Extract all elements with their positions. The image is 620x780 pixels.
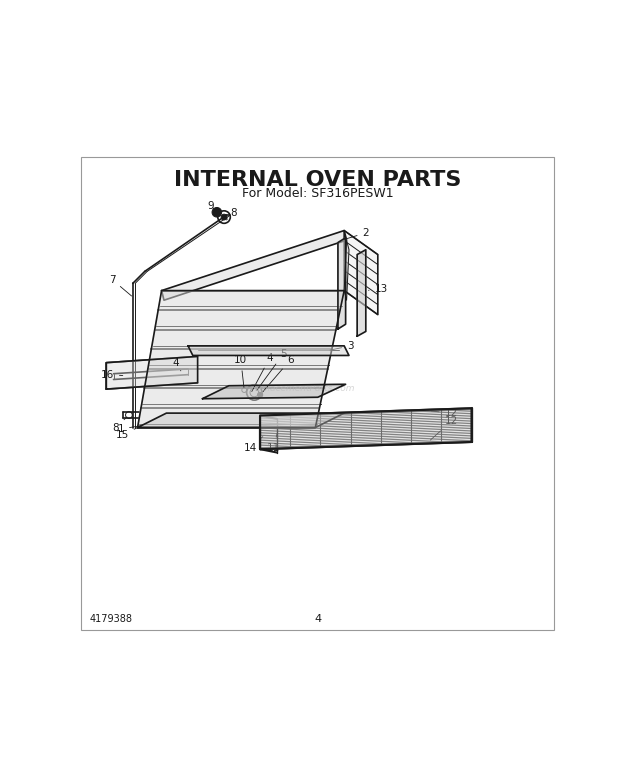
Polygon shape: [344, 240, 349, 300]
Text: INTERNAL OVEN PARTS: INTERNAL OVEN PARTS: [174, 170, 461, 190]
Polygon shape: [357, 250, 366, 336]
Text: 8: 8: [113, 417, 127, 433]
Text: 6: 6: [263, 355, 294, 392]
Text: For Model: SF316PESW1: For Model: SF316PESW1: [242, 186, 394, 200]
Polygon shape: [202, 385, 345, 399]
Text: 3: 3: [330, 341, 354, 351]
Polygon shape: [260, 408, 471, 449]
Circle shape: [212, 207, 222, 217]
Polygon shape: [188, 346, 349, 356]
Polygon shape: [138, 413, 344, 427]
Text: 14: 14: [244, 437, 263, 452]
Polygon shape: [344, 231, 378, 314]
Text: 10: 10: [234, 355, 247, 388]
Polygon shape: [107, 356, 198, 389]
Polygon shape: [162, 231, 347, 300]
Text: 8: 8: [226, 207, 237, 220]
Polygon shape: [338, 238, 345, 329]
Text: 11: 11: [267, 431, 280, 452]
Text: 4179388: 4179388: [89, 614, 133, 624]
Text: 15: 15: [115, 427, 138, 440]
Text: 2: 2: [345, 228, 369, 239]
Text: 16: 16: [100, 370, 123, 380]
Text: 4: 4: [173, 358, 181, 370]
Text: 4: 4: [314, 614, 321, 624]
Text: 7: 7: [108, 275, 131, 296]
Polygon shape: [138, 291, 344, 427]
Circle shape: [221, 215, 227, 220]
Text: 12: 12: [430, 417, 458, 440]
Text: 5: 5: [257, 349, 286, 390]
Text: ReplacementParts.com: ReplacementParts.com: [251, 384, 356, 392]
Text: 12: 12: [431, 408, 458, 418]
Text: 9: 9: [208, 200, 215, 211]
Circle shape: [258, 392, 262, 397]
Text: 13: 13: [368, 284, 388, 294]
Text: 4: 4: [252, 353, 273, 392]
Text: 1: 1: [117, 424, 142, 434]
